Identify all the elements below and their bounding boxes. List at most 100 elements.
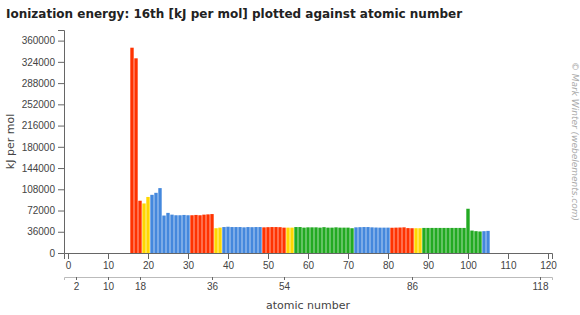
tick-label: 252000 <box>22 99 56 110</box>
bar <box>386 228 389 253</box>
bar <box>450 228 453 253</box>
bar <box>322 227 325 253</box>
bar <box>438 228 441 253</box>
bar <box>134 58 137 253</box>
bar <box>346 228 349 253</box>
bar <box>166 213 169 253</box>
bar <box>294 227 297 253</box>
tick-mark <box>148 253 149 259</box>
bar <box>254 227 257 253</box>
bar <box>478 231 481 253</box>
y-axis-label: kJ per mol <box>4 114 17 169</box>
bar <box>458 228 461 253</box>
bar <box>290 228 293 253</box>
bar <box>158 188 161 253</box>
bar <box>398 228 401 253</box>
bar <box>146 197 149 253</box>
bar <box>286 228 289 253</box>
tick: 0 <box>66 253 72 271</box>
tick: 40 <box>223 253 235 271</box>
tick-label: 30 <box>183 260 195 271</box>
tick: 10 <box>103 253 115 271</box>
tick-mark <box>58 232 64 233</box>
bar <box>210 214 213 253</box>
tick: 54 <box>279 277 291 292</box>
axis: 0360007200010800014400018000021600025200… <box>22 31 65 259</box>
tick-mark <box>58 189 64 190</box>
tick: 360000 <box>22 35 64 46</box>
tick-label: 70 <box>343 260 355 271</box>
bar <box>266 227 269 253</box>
tick-label: 216000 <box>22 120 56 131</box>
bar <box>302 228 305 253</box>
bar <box>142 203 145 253</box>
tick: 70 <box>343 253 355 271</box>
tick: 110 <box>501 253 517 271</box>
bar <box>306 227 309 253</box>
tick-label: 60 <box>303 260 315 271</box>
bar <box>194 215 197 253</box>
bar <box>314 227 317 253</box>
tick: 120 <box>540 253 557 271</box>
bar <box>274 227 277 253</box>
tick: 10 <box>103 277 115 292</box>
bar <box>170 215 173 253</box>
tick-mark <box>548 253 549 259</box>
tick: 36 <box>207 277 219 292</box>
bar <box>242 227 245 253</box>
tick-mark <box>108 277 109 280</box>
axis: 0102030405060708090100110120 <box>65 253 558 271</box>
bar <box>198 215 201 253</box>
tick-mark <box>58 83 64 84</box>
bar <box>342 228 345 253</box>
bar <box>466 209 469 253</box>
bar <box>434 228 437 253</box>
tick: 252000 <box>22 99 64 110</box>
tick: 0 <box>49 248 64 259</box>
bar <box>370 227 373 253</box>
tick: 30 <box>183 253 195 271</box>
tick-label: 54 <box>279 281 291 292</box>
bar <box>426 228 429 253</box>
tick-label: 180000 <box>22 142 56 153</box>
bar <box>298 227 301 253</box>
tick: 86 <box>407 277 419 292</box>
bar <box>138 201 141 253</box>
bar <box>446 228 449 253</box>
bar <box>430 228 433 253</box>
tick-mark <box>468 253 469 259</box>
bar <box>162 216 165 253</box>
tick: 100 <box>460 253 477 271</box>
tick-mark <box>58 147 64 148</box>
tick: 60 <box>303 253 315 271</box>
tick: 18 <box>135 277 147 292</box>
tick: 144000 <box>22 163 64 174</box>
bar <box>358 227 361 253</box>
tick-label: 36 <box>207 281 219 292</box>
tick: 108000 <box>22 184 64 195</box>
axis-line <box>65 278 553 281</box>
bar <box>442 228 445 253</box>
bar <box>406 228 409 253</box>
tick: 288000 <box>22 78 64 89</box>
bar <box>378 228 381 253</box>
tick: 36000 <box>27 226 64 237</box>
bar <box>278 227 281 253</box>
tick-label: 50 <box>263 260 275 271</box>
bar <box>390 228 393 253</box>
tick-mark <box>212 277 213 280</box>
bar <box>182 215 185 253</box>
tick-mark <box>348 253 349 259</box>
bar <box>382 228 385 253</box>
bar <box>258 227 261 253</box>
bar <box>318 228 321 253</box>
tick: 80 <box>383 253 395 271</box>
tick-mark <box>140 277 141 280</box>
bar <box>150 195 153 253</box>
bar <box>174 215 177 253</box>
tick-label: 18 <box>135 281 147 292</box>
bar <box>462 228 465 253</box>
chart: 0360007200010800014400018000021600025200… <box>0 0 580 315</box>
bar <box>226 227 229 253</box>
bar <box>418 228 421 253</box>
